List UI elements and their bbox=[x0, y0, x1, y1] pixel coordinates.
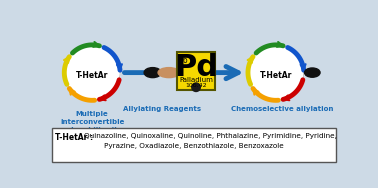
Text: Chemoselective allylation: Chemoselective allylation bbox=[231, 106, 333, 112]
FancyBboxPatch shape bbox=[177, 52, 215, 90]
Text: Allylating Reagents: Allylating Reagents bbox=[123, 106, 201, 112]
Text: 106.42: 106.42 bbox=[185, 83, 207, 88]
Text: 46: 46 bbox=[179, 56, 189, 65]
Text: Palladium: Palladium bbox=[179, 77, 213, 83]
Text: Pyrazine, Oxadiazole, Benzothiazole, Benzoxazole: Pyrazine, Oxadiazole, Benzothiazole, Ben… bbox=[104, 143, 284, 149]
Ellipse shape bbox=[158, 68, 180, 78]
Circle shape bbox=[64, 45, 120, 100]
Text: T-HetAr: T-HetAr bbox=[76, 71, 108, 80]
Text: Multiple
interconvertible
nucleophilic sites: Multiple interconvertible nucleophilic s… bbox=[57, 111, 127, 133]
Text: Quinazoline, Quinoxaline, Quinoline, Phthalazine, Pyrimidine, Pyridine,: Quinazoline, Quinoxaline, Quinoline, Pht… bbox=[84, 133, 337, 139]
Circle shape bbox=[192, 83, 200, 92]
FancyBboxPatch shape bbox=[52, 128, 336, 162]
Text: Pd: Pd bbox=[174, 54, 218, 83]
Circle shape bbox=[248, 45, 304, 100]
Text: T-HetAr: T-HetAr bbox=[260, 71, 292, 80]
Text: T-HetAr :: T-HetAr : bbox=[55, 133, 93, 142]
Ellipse shape bbox=[144, 68, 161, 78]
Ellipse shape bbox=[305, 68, 320, 77]
